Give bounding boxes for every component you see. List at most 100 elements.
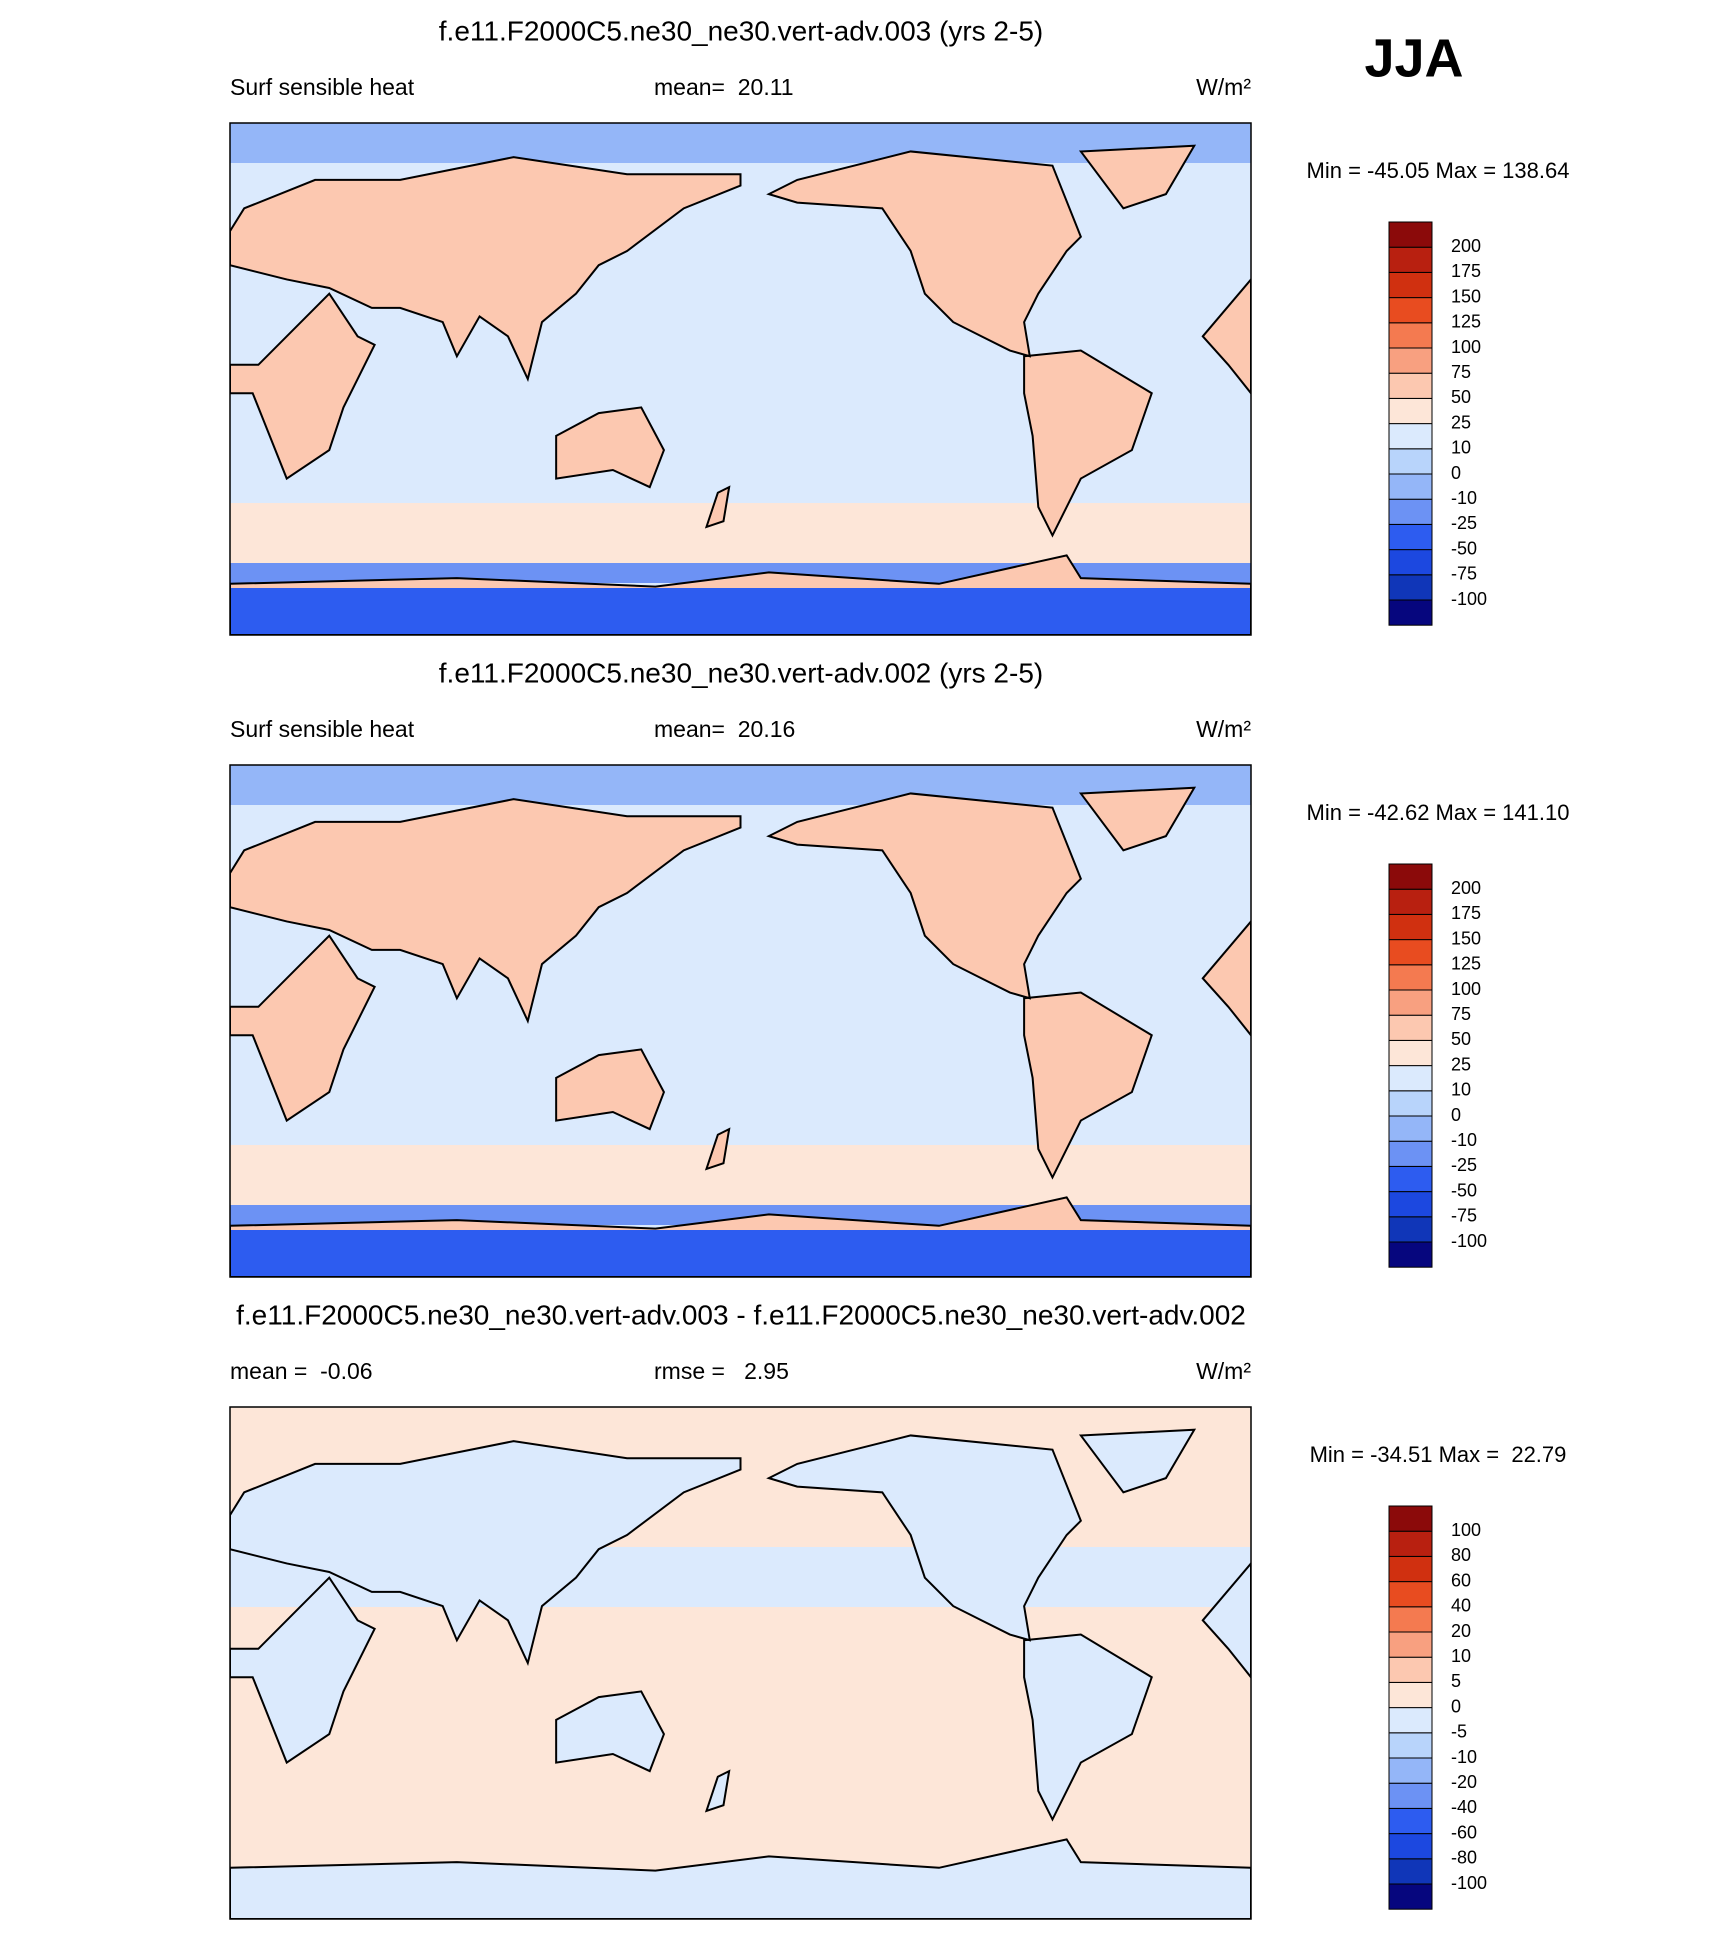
colorbar-label: 0 bbox=[1451, 463, 1461, 483]
colorbar-box bbox=[1388, 1090, 1433, 1117]
colorbar-label: 150 bbox=[1451, 928, 1481, 948]
colorbar-box bbox=[1388, 246, 1433, 273]
map-antarctica bbox=[230, 588, 1251, 635]
minmax-label: Min = -34.51 Max = 22.79 bbox=[1310, 1442, 1567, 1467]
colorbar-box bbox=[1388, 1014, 1433, 1041]
units-label: W/m² bbox=[1196, 716, 1251, 742]
colorbar-label: 80 bbox=[1451, 1545, 1471, 1565]
colorbar-label: 175 bbox=[1451, 903, 1481, 923]
map-frame bbox=[229, 122, 1252, 636]
units-label: W/m² bbox=[1196, 1358, 1251, 1384]
colorbar-label: -10 bbox=[1451, 1747, 1477, 1767]
colorbar-label: 125 bbox=[1451, 954, 1481, 974]
colorbar-label: -75 bbox=[1451, 1206, 1477, 1226]
colorbar-label: -50 bbox=[1451, 538, 1477, 558]
colorbar-box bbox=[1388, 549, 1433, 576]
map-ocean-band bbox=[230, 123, 1251, 163]
colorbar-box bbox=[1388, 397, 1433, 425]
colorbar-label: 75 bbox=[1451, 1004, 1471, 1024]
center-label: mean= 20.16 bbox=[654, 716, 795, 742]
colorbar-label: 150 bbox=[1451, 286, 1481, 306]
colorbar-box bbox=[1388, 423, 1433, 450]
colorbar-box bbox=[1388, 599, 1433, 626]
colorbar-label: -80 bbox=[1451, 1848, 1477, 1868]
colorbar-label: -50 bbox=[1451, 1180, 1477, 1200]
minmax-label: Min = -42.62 Max = 141.10 bbox=[1307, 800, 1570, 825]
colorbar-label: 25 bbox=[1451, 412, 1471, 432]
map-frame bbox=[229, 1406, 1252, 1920]
units-label: W/m² bbox=[1196, 74, 1251, 100]
colorbar-label: 200 bbox=[1451, 236, 1481, 256]
left-label: Surf sensible heat bbox=[230, 74, 415, 100]
colorbar-label: 50 bbox=[1451, 387, 1471, 407]
colorbar-box bbox=[1388, 322, 1433, 349]
colorbar-box bbox=[1388, 1807, 1433, 1835]
colorbar-label: 20 bbox=[1451, 1621, 1471, 1641]
colorbar-box bbox=[1388, 271, 1433, 299]
colorbar-box bbox=[1388, 1065, 1433, 1092]
colorbar-label: -25 bbox=[1451, 513, 1477, 533]
colorbar-box bbox=[1388, 863, 1433, 890]
colorbar-box bbox=[1388, 964, 1433, 991]
colorbar-box bbox=[1388, 1530, 1433, 1557]
colorbar-label: -10 bbox=[1451, 488, 1477, 508]
colorbar-label: -40 bbox=[1451, 1797, 1477, 1817]
colorbar-box bbox=[1388, 939, 1433, 966]
colorbar-box bbox=[1388, 448, 1433, 475]
map-ocean-band bbox=[230, 765, 1251, 805]
colorbar-label: -100 bbox=[1451, 589, 1487, 609]
colorbar-box bbox=[1388, 498, 1433, 525]
colorbar-box bbox=[1388, 1681, 1433, 1709]
colorbar-label: -10 bbox=[1451, 1130, 1477, 1150]
colorbar-box bbox=[1388, 1216, 1433, 1243]
left-label: Surf sensible heat bbox=[230, 716, 415, 742]
colorbar-box bbox=[1388, 1732, 1433, 1759]
colorbar-box bbox=[1388, 1782, 1433, 1809]
colorbar-label: 50 bbox=[1451, 1029, 1471, 1049]
colorbar-box bbox=[1388, 347, 1433, 374]
panel-title: f.e11.F2000C5.ne30_ne30.vert-adv.003 - f… bbox=[236, 1299, 1246, 1330]
colorbar-box bbox=[1388, 1656, 1433, 1683]
colorbar-label: 25 bbox=[1451, 1054, 1471, 1074]
colorbar-label: -5 bbox=[1451, 1722, 1467, 1742]
map-antarctica bbox=[230, 1230, 1251, 1277]
colorbar-box bbox=[1388, 888, 1433, 915]
colorbar-box bbox=[1388, 1165, 1433, 1193]
colorbar-box bbox=[1388, 1115, 1433, 1142]
colorbar-box bbox=[1388, 221, 1433, 248]
colorbar-box bbox=[1388, 1606, 1433, 1633]
colorbar-box bbox=[1388, 574, 1433, 601]
colorbar-label: -60 bbox=[1451, 1822, 1477, 1842]
colorbar-box bbox=[1388, 1833, 1433, 1860]
colorbar-box bbox=[1388, 297, 1433, 324]
colorbar-box bbox=[1388, 473, 1433, 500]
colorbar-label: 10 bbox=[1451, 1080, 1471, 1100]
colorbar-label: -100 bbox=[1451, 1231, 1487, 1251]
colorbar-box bbox=[1388, 372, 1433, 399]
colorbar-label: 0 bbox=[1451, 1696, 1461, 1716]
colorbar-label: 125 bbox=[1451, 312, 1481, 332]
colorbar-label: -75 bbox=[1451, 564, 1477, 584]
center-label: mean= 20.11 bbox=[654, 74, 794, 100]
season-label: JJA bbox=[1364, 28, 1463, 88]
colorbar-box bbox=[1388, 1140, 1433, 1167]
colorbar-label: -25 bbox=[1451, 1155, 1477, 1175]
minmax-label: Min = -45.05 Max = 138.64 bbox=[1307, 158, 1570, 183]
colorbar-label: 100 bbox=[1451, 337, 1481, 357]
colorbar-label: 5 bbox=[1451, 1671, 1461, 1691]
colorbar-label: -100 bbox=[1451, 1873, 1487, 1893]
left-label: mean = -0.06 bbox=[230, 1358, 373, 1384]
colorbar-label: 10 bbox=[1451, 438, 1471, 458]
colorbar-label: 100 bbox=[1451, 1520, 1481, 1540]
colorbar-box bbox=[1388, 1191, 1433, 1218]
colorbar-box bbox=[1388, 1858, 1433, 1885]
map-frame bbox=[229, 764, 1252, 1278]
colorbar-box bbox=[1388, 989, 1433, 1016]
colorbar-box bbox=[1388, 1581, 1433, 1608]
colorbar-box bbox=[1388, 1039, 1433, 1067]
map-ocean-band bbox=[230, 503, 1251, 563]
colorbar-label: 200 bbox=[1451, 878, 1481, 898]
colorbar-label: 40 bbox=[1451, 1596, 1471, 1616]
